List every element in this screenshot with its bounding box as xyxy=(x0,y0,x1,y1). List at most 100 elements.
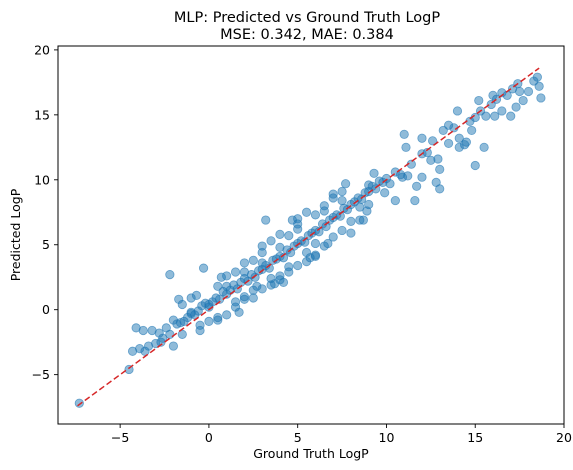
data-point xyxy=(435,164,445,175)
data-point xyxy=(532,72,542,82)
data-point xyxy=(490,111,500,121)
data-point xyxy=(275,242,285,252)
y-tick-label: 20 xyxy=(34,42,50,57)
data-point xyxy=(301,207,312,217)
data-point xyxy=(278,277,289,288)
chart-subtitle: MSE: 0.342, MAE: 0.384 xyxy=(220,27,394,43)
x-tick-label: 20 xyxy=(556,430,572,445)
data-point xyxy=(239,292,250,302)
data-point xyxy=(431,177,441,187)
data-point xyxy=(337,195,347,206)
data-point xyxy=(488,90,498,100)
data-point xyxy=(474,95,484,106)
y-tick-label: −5 xyxy=(32,367,50,382)
data-point xyxy=(443,120,454,130)
y-axis-ticks: −5 0 5 10 15 20 xyxy=(32,42,58,382)
data-point xyxy=(204,299,214,310)
data-point xyxy=(165,270,175,280)
data-point xyxy=(481,111,491,121)
data-point xyxy=(287,215,297,225)
data-point xyxy=(341,179,351,189)
data-point xyxy=(275,229,285,239)
data-point xyxy=(310,238,321,249)
data-point xyxy=(399,129,409,139)
x-tick-label: 15 xyxy=(467,430,483,445)
data-point xyxy=(470,160,480,171)
data-point xyxy=(248,293,258,303)
data-point xyxy=(412,181,422,191)
data-point xyxy=(479,142,489,152)
data-point xyxy=(518,95,528,106)
data-point xyxy=(511,102,521,112)
data-point xyxy=(385,179,395,189)
data-point xyxy=(337,186,347,197)
data-point xyxy=(346,216,356,226)
x-axis-ticks: −5 0 5 10 15 20 xyxy=(111,424,572,445)
data-point xyxy=(174,294,184,304)
data-point xyxy=(534,81,544,91)
data-point xyxy=(284,231,294,241)
data-point xyxy=(417,172,427,182)
data-point xyxy=(523,86,534,97)
y-tick-label: 5 xyxy=(42,237,50,252)
data-point xyxy=(270,279,280,289)
data-point xyxy=(328,193,338,203)
data-point xyxy=(346,228,356,238)
plot-area xyxy=(57,45,565,425)
y-tick-label: 0 xyxy=(42,302,50,317)
data-point xyxy=(443,138,454,149)
reference-diagonal-line xyxy=(77,67,540,407)
data-point xyxy=(195,325,205,336)
data-point xyxy=(138,325,148,336)
data-point xyxy=(454,142,464,152)
data-point xyxy=(426,155,436,165)
data-point xyxy=(239,267,250,277)
data-point xyxy=(305,253,315,263)
data-point xyxy=(454,133,464,143)
data-point xyxy=(452,106,463,116)
x-axis-label: Ground Truth LogP xyxy=(253,446,369,461)
data-point xyxy=(358,215,368,225)
data-point xyxy=(278,253,289,263)
x-tick-label: 0 xyxy=(205,430,213,445)
data-point xyxy=(264,263,274,273)
data-point xyxy=(497,106,507,116)
data-point xyxy=(204,316,214,326)
data-point xyxy=(284,267,294,277)
y-axis-label: Predicted LogP xyxy=(8,188,23,281)
data-point xyxy=(337,225,347,236)
data-points xyxy=(74,72,546,408)
data-point xyxy=(165,329,175,339)
data-point xyxy=(515,86,525,97)
data-point xyxy=(257,258,267,268)
data-point xyxy=(319,201,329,211)
x-tick-label: −5 xyxy=(111,430,129,445)
data-point xyxy=(410,195,420,206)
data-point xyxy=(461,137,471,147)
y-tick-label: 10 xyxy=(34,172,50,187)
data-point xyxy=(177,329,187,339)
data-point xyxy=(536,93,546,103)
x-tick-label: 5 xyxy=(294,430,302,445)
x-tick-label: 10 xyxy=(379,430,395,445)
data-point xyxy=(186,308,196,319)
data-point xyxy=(397,172,408,182)
data-point xyxy=(293,260,303,271)
data-point xyxy=(314,227,324,237)
data-point xyxy=(213,312,223,323)
data-point xyxy=(428,136,438,146)
data-point xyxy=(168,341,179,351)
data-point xyxy=(380,188,390,198)
data-point xyxy=(222,310,232,320)
data-point xyxy=(257,241,267,251)
data-point xyxy=(355,202,365,212)
data-point xyxy=(364,180,374,190)
data-point xyxy=(252,281,262,291)
data-point xyxy=(369,168,379,178)
data-point xyxy=(234,307,244,317)
data-point xyxy=(222,281,232,291)
y-tick-label: 15 xyxy=(34,107,50,122)
data-point xyxy=(213,281,223,291)
data-point xyxy=(191,290,202,301)
